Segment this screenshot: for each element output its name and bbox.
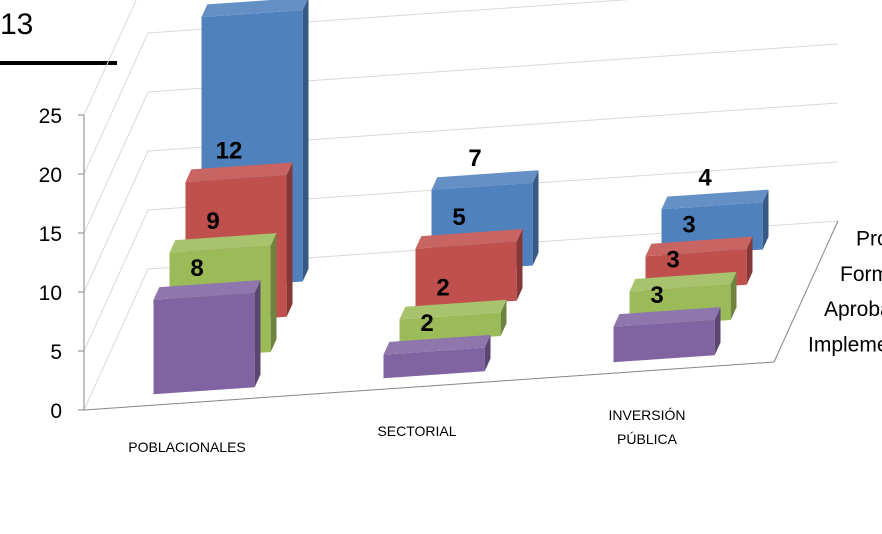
bar-top-face bbox=[399, 299, 507, 320]
side-gridline bbox=[83, 268, 149, 411]
bar-top-face bbox=[383, 334, 491, 355]
title-underline bbox=[0, 61, 117, 65]
y-tick-label: 25 bbox=[39, 105, 62, 128]
bar-side-face bbox=[302, 0, 309, 282]
bar-side-face bbox=[254, 280, 261, 388]
data-label: 12 bbox=[216, 137, 243, 164]
bar bbox=[613, 307, 721, 363]
y-tick-label: 5 bbox=[50, 341, 62, 364]
bar-side-face bbox=[484, 334, 491, 372]
data-label: 5 bbox=[452, 204, 465, 231]
category-label: INVERSIÓN PÚBLICA bbox=[608, 407, 685, 447]
side-gridline bbox=[83, 32, 149, 175]
bar-top-face bbox=[613, 307, 721, 327]
bars bbox=[153, 0, 769, 395]
bar bbox=[415, 229, 523, 308]
depth-axis-line bbox=[773, 220, 839, 363]
bar bbox=[383, 334, 491, 379]
bar-side-face bbox=[270, 233, 277, 352]
y-tick-label: 10 bbox=[39, 282, 62, 305]
bar-top-face bbox=[645, 236, 753, 257]
bar-side-face bbox=[516, 229, 523, 301]
data-label: 7 bbox=[468, 145, 481, 172]
bar-side-face bbox=[730, 271, 737, 320]
title-fragment: 13 bbox=[0, 8, 34, 41]
side-gridline bbox=[83, 0, 137, 116]
bar-front-face bbox=[415, 241, 517, 308]
bar-top-face bbox=[153, 280, 261, 300]
bar-side-face bbox=[762, 189, 769, 250]
bar-top-face bbox=[661, 189, 769, 210]
data-label: 3 bbox=[682, 211, 695, 238]
bar-side-face bbox=[500, 299, 507, 336]
bar-top-face bbox=[629, 271, 737, 292]
series-axis-label: Formuladas bbox=[840, 263, 882, 286]
x-axis-line bbox=[83, 361, 775, 411]
axes: 0510152025POBLACIONALESSECTORIALINVERSIÓ… bbox=[39, 105, 882, 455]
bar-side-face bbox=[746, 236, 753, 285]
data-label: 8 bbox=[190, 255, 203, 282]
y-tick-label: 0 bbox=[50, 400, 62, 423]
side-gridline bbox=[83, 209, 149, 352]
bar-top-face bbox=[415, 229, 523, 249]
bar bbox=[399, 299, 507, 343]
series-axis-label: Aprobadas bbox=[824, 298, 882, 321]
data-label: 3 bbox=[666, 247, 679, 274]
bar-side-face bbox=[286, 162, 293, 317]
category-label-line: POBLACIONALES bbox=[128, 439, 246, 455]
bar-top-face bbox=[201, 0, 308, 18]
bar bbox=[153, 280, 261, 395]
category-label: POBLACIONALES bbox=[128, 439, 246, 455]
series-axis-label: Proyectadas bbox=[856, 228, 882, 251]
data-label: 4 bbox=[698, 164, 712, 191]
category-label-line: INVERSIÓN bbox=[608, 407, 685, 423]
data-label: 9 bbox=[206, 208, 219, 235]
bar-side-face bbox=[714, 307, 721, 356]
side-gridline bbox=[83, 150, 149, 293]
data-label: 3 bbox=[650, 282, 663, 309]
data-label: 2 bbox=[436, 275, 449, 302]
side-gridline bbox=[83, 91, 149, 234]
bar-front-face bbox=[383, 347, 485, 379]
bar-top-face bbox=[169, 233, 277, 253]
y-tick-label: 15 bbox=[39, 223, 62, 246]
bar-top-face bbox=[431, 170, 539, 190]
data-labels: 23741253923823 bbox=[190, 137, 712, 337]
bar-front-face bbox=[613, 319, 715, 363]
series-axis-label: Implementadas bbox=[808, 333, 882, 356]
bar-side-face bbox=[532, 170, 539, 266]
bar-top-face bbox=[185, 162, 293, 183]
y-tick-label: 20 bbox=[39, 164, 62, 187]
bar-front-face bbox=[153, 292, 255, 395]
category-label-line: PÚBLICA bbox=[617, 431, 678, 447]
category-label: SECTORIAL bbox=[377, 423, 456, 439]
bar-front-face bbox=[399, 312, 501, 343]
data-label: 2 bbox=[420, 310, 433, 337]
category-label-line: SECTORIAL bbox=[377, 423, 456, 439]
